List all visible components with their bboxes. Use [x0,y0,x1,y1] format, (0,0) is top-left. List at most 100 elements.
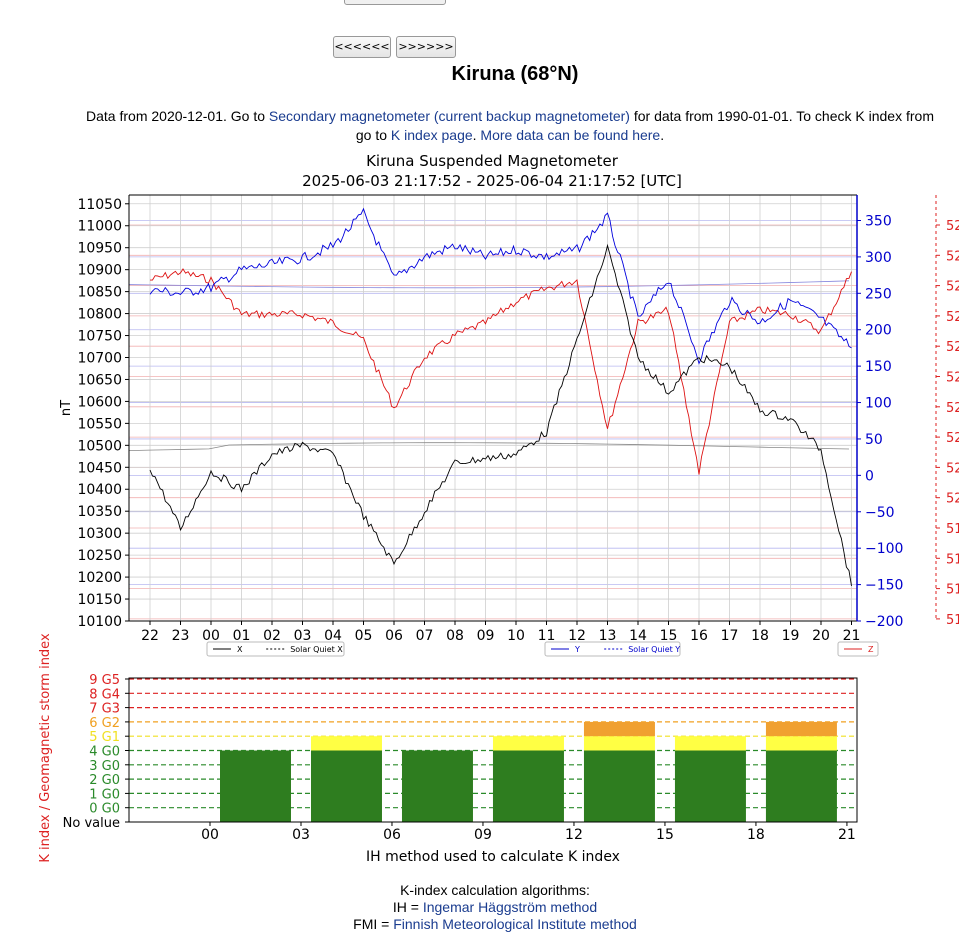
x-tick-label: 02 [263,628,281,644]
x-tick-label: 15 [660,628,678,644]
k-bar-g1 [492,736,564,751]
left-tick-label: 10500 [77,438,122,454]
z-tick-label: 52 [946,492,959,507]
legend-label: X [237,645,243,654]
right-tick-label: 0 [865,468,874,484]
ih-prefix: IH = [392,899,423,915]
z-series-line [149,268,852,475]
z-tick-label: 52 [946,219,959,234]
next-day-button[interactable]: >>>>>> [396,36,456,58]
left-tick-label: 10950 [77,241,122,257]
left-tick-label: 10750 [77,329,122,345]
info-text: go to [355,127,391,143]
chart-subtitle: 2025-06-03 21:17:52 - 2025-06-04 21:17:5… [302,172,682,190]
k-bar-g2 [765,721,837,737]
right-tick-label: 350 [865,213,892,229]
k-bar [492,750,564,822]
x-tick-label: 06 [385,628,403,644]
k-y-tick-label: 9 G5 [89,673,120,688]
previous-day-button[interactable]: <<<<<< [333,36,391,58]
z-tick-label: 52 [946,371,959,386]
k-bar [310,750,382,822]
left-axis-label: nT [59,400,74,416]
k-y-tick-label: 1 G0 [89,787,120,802]
top-button[interactable] [344,0,446,5]
k-y-tick-label: 7 G3 [89,702,120,717]
k-y-tick-label: 2 G0 [89,773,120,788]
magnetometer-figure: Kiruna Suspended Magnetometer 2025-06-03 … [38,152,959,865]
z-tick-label: 52 [946,401,959,416]
z-tick-label: 52 [946,431,959,446]
left-tick-label: 10600 [77,394,122,410]
z-tick-label: 52 [946,340,959,355]
k-bar-g1 [674,736,746,751]
z-tick-label: 52 [946,461,959,476]
x-tick-label: 23 [172,628,190,644]
k-y-tick-label: 8 G4 [89,687,120,702]
info-paragraph: Data from 2020-12-01. Go to Secondary ma… [0,107,959,145]
k-bar [674,750,746,822]
ih-method-link[interactable]: Ingemar Häggström method [422,899,598,915]
algorithms-legend: K-index calculation algorithms: IH = Ing… [0,882,959,933]
z-tick-label: 52 [946,310,959,325]
left-tick-label: 10900 [77,263,122,279]
k-bar [765,750,837,822]
z-tick-label: 51 [946,552,959,567]
k-index-page-link[interactable]: K index page [390,127,473,143]
fmi-method-link[interactable]: Finnish Meteorological Institute method [393,916,637,932]
info-text: Data from 2020-12-01. Go to [86,108,269,124]
x-tick-label: 10 [507,628,525,644]
x-tick-label: 22 [141,628,159,644]
x-tick-label: 13 [599,628,617,644]
k-x-tick-label: 00 [201,827,219,843]
k-y-tick-label: 0 G0 [89,802,120,817]
secondary-magnetometer-link[interactable]: Secondary magnetometer (current backup m… [268,108,630,124]
x-tick-label: 18 [751,628,769,644]
k-x-tick-label: 18 [747,827,765,843]
right-tick-label: 150 [865,359,892,375]
k-x-tick-label: 12 [565,827,583,843]
x-tick-label: 12 [568,628,586,644]
y-series-line [149,207,852,365]
z-tick-label: 51 [946,583,959,598]
k-x-tick-label: 15 [656,827,674,843]
solar-quiet-y-line [128,280,850,289]
plot-area [129,195,857,621]
right-tick-label: 300 [865,250,892,266]
left-tick-label: 10450 [77,460,122,476]
k-x-tick-label: 09 [474,827,492,843]
k-x-tick-label: 06 [383,827,401,843]
x-tick-label: 09 [477,628,495,644]
k-bar-g1 [765,736,837,751]
info-text: . [660,127,665,143]
z-tick-label: 51 [946,613,959,628]
right-tick-label: 50 [865,432,883,448]
k-y-tick-label: 6 G2 [89,716,120,731]
k-y-tick-label: 4 G0 [89,745,120,760]
left-tick-label: 11000 [77,219,122,235]
k-x-tick-label: 21 [838,827,856,843]
z-tick-label: 51 [946,522,959,537]
left-tick-label: 10350 [77,504,122,520]
x-tick-label: 05 [355,628,373,644]
more-data-link[interactable]: More data can be found here [480,127,661,143]
left-tick-label: 10800 [77,307,122,323]
x-tick-label: 11 [538,628,556,644]
k-bar [583,750,655,822]
k-bar-g1 [310,736,382,751]
left-tick-label: 10850 [77,285,122,301]
x-tick-label: 17 [721,628,739,644]
right-tick-label: −150 [865,578,903,594]
x-tick-label: 08 [446,628,464,644]
right-tick-label: 100 [865,396,892,412]
left-tick-label: 10650 [77,372,122,388]
x-tick-label: 03 [294,628,312,644]
right-tick-label: −100 [865,541,903,557]
k-y-axis-label: K index / Geomagnetic storm index [38,633,53,863]
k-bar-g1 [583,736,655,751]
right-tick-label: −50 [865,505,895,521]
legend-label: Y [574,645,580,654]
z-tick-label: 52 [946,280,959,295]
right-tick-label: 200 [865,323,892,339]
z-tick-label: 52 [946,249,959,264]
